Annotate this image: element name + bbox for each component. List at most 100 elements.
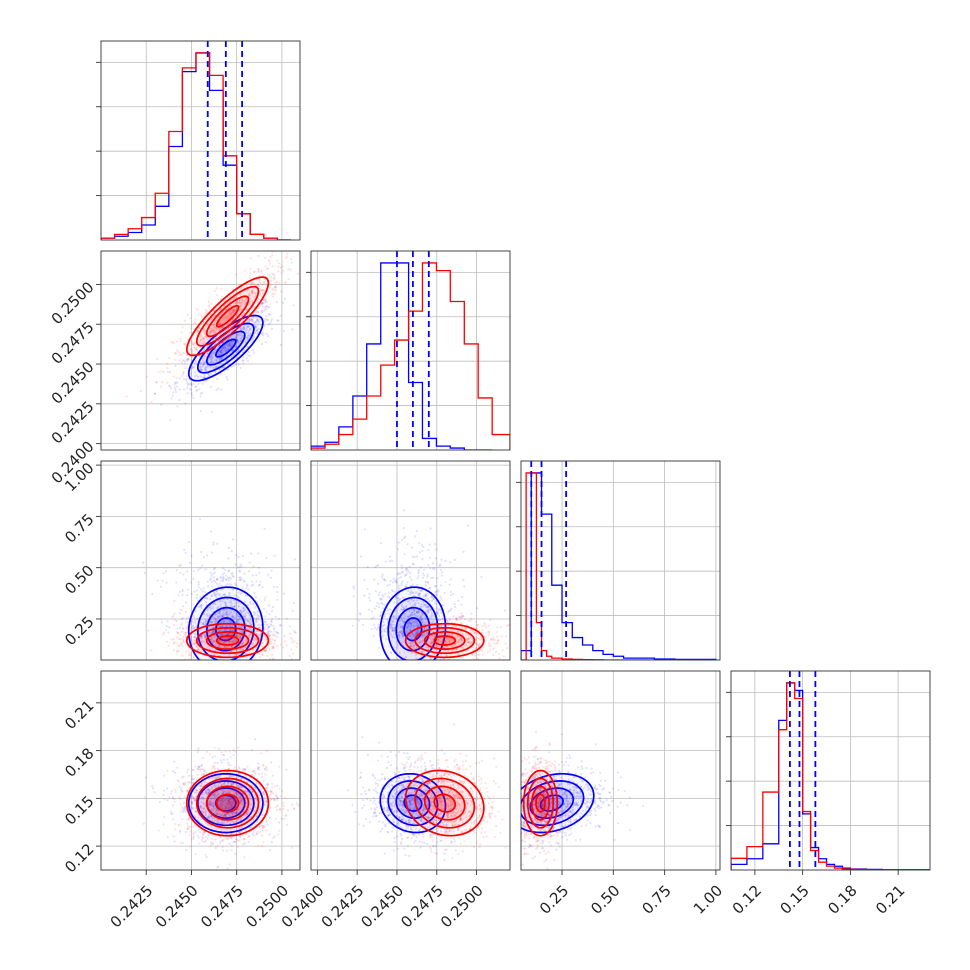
scatter-point-red (270, 279, 273, 282)
scatter-point-red (235, 330, 239, 334)
scatter-point-blue (231, 615, 234, 618)
scatter-point-red (206, 347, 209, 350)
scatter-point-red (244, 639, 247, 642)
scatter-point-blue (375, 628, 379, 631)
scatter-point-red (231, 640, 234, 643)
scatter-point-blue (218, 594, 221, 597)
scatter-point-blue (237, 596, 240, 599)
scatter-point-blue (398, 572, 402, 576)
scatter-point-red (492, 647, 495, 650)
scatter-point-blue (265, 332, 268, 336)
density-panel-1-0 (125, 251, 300, 422)
scatter-point-red (236, 634, 239, 638)
scatter-point-blue (379, 611, 383, 614)
scatter-point-red (251, 291, 254, 294)
scatter-point-blue (215, 388, 218, 392)
scatter-point-red (241, 299, 244, 302)
scatter-point-blue (210, 574, 213, 577)
contour-red (205, 295, 250, 338)
scatter-point-red (229, 673, 231, 675)
scatter-point-blue (209, 385, 213, 389)
scatter-point-red (286, 252, 289, 255)
scatter-point-blue (221, 614, 224, 618)
scatter-point-blue (185, 631, 188, 634)
scatter-point-red (252, 312, 255, 315)
scatter-point-blue (247, 620, 251, 623)
scatter-point-blue (266, 623, 269, 626)
scatter-point-blue (230, 573, 233, 576)
scatter-point-red (197, 350, 200, 354)
scatter-point-blue (187, 768, 190, 771)
scatter-point-blue (415, 591, 418, 594)
scatter-point-red (172, 614, 175, 618)
scatter-point-red (189, 622, 192, 626)
scatter-point-red (218, 327, 221, 330)
scatter-point-blue (180, 622, 183, 625)
histogram-step-blue (731, 682, 930, 870)
scatter-point-blue (222, 366, 225, 369)
scatter-point-blue (434, 600, 438, 603)
scatter-point-red (199, 650, 202, 653)
scatter-point-blue (153, 392, 156, 395)
scatter-point-blue (389, 625, 392, 628)
scatter-point-red (483, 624, 486, 627)
scatter-point-blue (241, 325, 244, 328)
scatter-point-red (181, 654, 184, 657)
scatter-point-blue (217, 615, 220, 618)
scatter-point-red (177, 350, 180, 353)
scatter-point-red (193, 342, 196, 345)
scatter-point-blue (199, 368, 202, 372)
scatter-point-red (260, 269, 263, 272)
scatter-point-blue (163, 789, 166, 792)
scatter-point-red (236, 300, 239, 303)
scatter-point-blue (234, 584, 237, 587)
scatter-point-blue (229, 336, 232, 339)
scatter-point-blue (250, 580, 254, 583)
scatter-point-blue (400, 567, 403, 570)
scatter-point-blue (267, 630, 270, 634)
scatter-point-red (252, 641, 255, 644)
scatter-point-blue (480, 575, 483, 579)
scatter-point-blue (397, 634, 401, 637)
scatter-point-blue (249, 552, 253, 555)
scatter-point-blue (404, 569, 408, 572)
scatter-point-blue (276, 804, 279, 807)
scatter-point-blue (175, 568, 178, 572)
scatter-point-blue (236, 339, 239, 342)
scatter-point-blue (239, 366, 242, 370)
scatter-point-red (257, 270, 260, 273)
scatter-point-red (218, 662, 220, 664)
scatter-point-red (492, 654, 495, 657)
scatter-point-red (421, 655, 424, 658)
scatter-point-red (473, 654, 477, 657)
scatter-point-red (170, 638, 173, 641)
scatter-point-blue (185, 570, 189, 573)
scatter-point-red (412, 651, 416, 655)
scatter-point-blue (186, 383, 189, 386)
scatter-point-blue (222, 609, 225, 612)
scatter-point-blue (373, 626, 377, 629)
scatter-point-red (501, 649, 504, 652)
scatter-point-red (262, 638, 265, 641)
scatter-point-blue (238, 566, 241, 569)
scatter-point-blue (291, 803, 294, 806)
scatter-point-red (457, 664, 459, 666)
scatter-point-red (187, 654, 191, 657)
scatter-point-blue (208, 355, 212, 358)
scatter-point-red (194, 653, 197, 656)
scatter-point-blue (293, 558, 297, 561)
scatter-point-red (213, 639, 216, 642)
scatter-point-blue (204, 366, 208, 369)
histogram-step-red (521, 472, 716, 660)
scatter-point-blue (182, 377, 186, 381)
contour-red (195, 285, 260, 347)
scatter-point-blue (166, 787, 169, 790)
scatter-point-blue (180, 618, 183, 621)
scatter-point-blue (257, 762, 260, 765)
scatter-point-red (268, 262, 272, 265)
scatter-point-blue (243, 615, 246, 618)
scatter-point-red (271, 625, 275, 628)
scatter-point-red (193, 346, 196, 349)
scatter-point-red (175, 376, 178, 380)
scatter-point-blue (214, 846, 217, 850)
